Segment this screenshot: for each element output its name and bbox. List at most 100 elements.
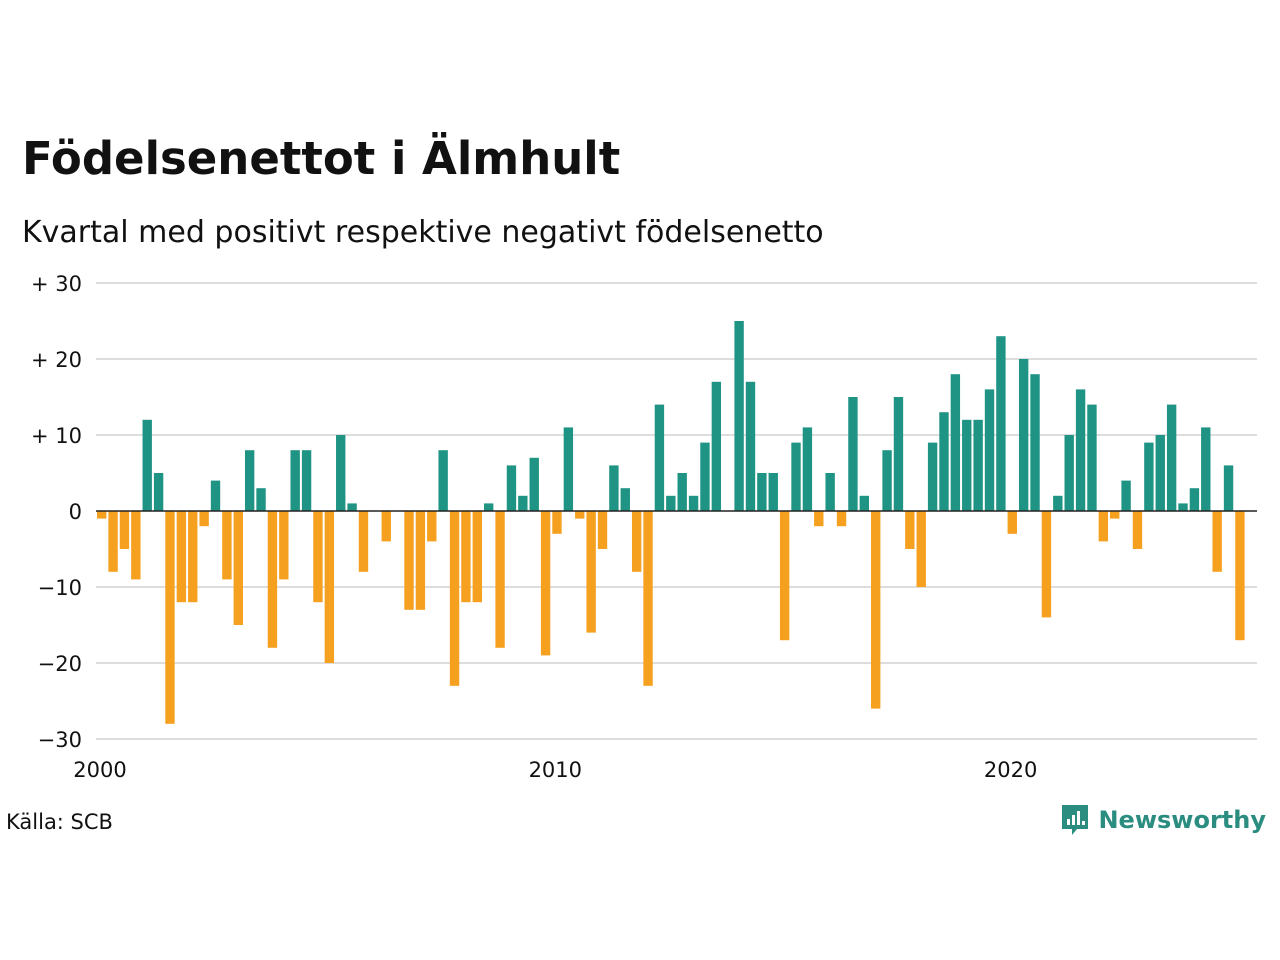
bar: 2007 K3: 8: [438, 450, 448, 511]
bar: 2024 K2: 11: [1201, 427, 1211, 511]
source-note: Källa: SCB: [6, 810, 113, 834]
bar: 2005 K3: 1: [347, 503, 357, 511]
bar: 2009 K1: 6: [506, 465, 517, 511]
bar: 2004 K2: 8: [290, 450, 300, 511]
bar: 2005 K1: -20: [324, 511, 335, 663]
bar: 2012 K3: 2: [666, 495, 676, 511]
newsworthy-logo-text: Newsworthy: [1098, 806, 1266, 834]
x-tick-label: 2000: [73, 758, 126, 782]
bar: 2016 K2: -2: [836, 511, 847, 527]
bar: 2008 K2: -12: [472, 511, 482, 603]
bar: 2023 K4: 1: [1178, 503, 1188, 511]
bar: 2004 K4: -12: [313, 511, 323, 603]
bar: 2019 K3: 16: [984, 389, 995, 511]
gridlines: [96, 282, 1257, 740]
bar: 2010 K2: 11: [563, 427, 574, 511]
bar: 2000 K3: -5: [119, 511, 130, 549]
bar: 2017 K3: 15: [893, 397, 904, 511]
bar: 2022 K2: -1: [1110, 511, 1120, 519]
bar: 2003 K2: 8: [244, 450, 255, 511]
bar: 2019 K2: 12: [973, 419, 983, 511]
newsworthy-logo-icon: [1062, 805, 1089, 835]
y-tick-label: −10: [38, 576, 82, 600]
bar: 2006 K2: -4: [381, 511, 391, 542]
bar: 2021 K4: 14: [1087, 404, 1097, 511]
bar: 2025 K1: -17: [1235, 511, 1245, 641]
bar: 2017 K1: -26: [871, 511, 881, 709]
bar: 2017 K2: 8: [882, 450, 892, 511]
bar: 2019 K4: 23: [996, 336, 1006, 511]
bar: 2000 K2: -8: [108, 511, 118, 572]
bar: 2007 K2: -4: [427, 511, 437, 542]
bar: 2002 K3: 4: [210, 480, 221, 511]
bar: 2021 K2: 10: [1064, 435, 1074, 511]
bar: 2012 K2: 14: [654, 404, 665, 511]
bar: 2002 K2: -2: [199, 511, 209, 527]
bar: 2010 K4: -16: [586, 511, 596, 633]
y-tick-label: −30: [38, 728, 82, 752]
bar: 2023 K1: 9: [1144, 442, 1154, 511]
y-tick-label: −20: [38, 652, 82, 676]
bar: 2012 K1: -23: [643, 511, 653, 686]
bar: 2020 K4: -14: [1041, 511, 1052, 618]
bar: 2023 K3: 14: [1166, 404, 1177, 511]
bar: 2014 K3: 5: [757, 473, 767, 511]
bar: 2023 K2: 10: [1155, 435, 1165, 511]
bar: 2000 K1: -1: [97, 511, 107, 519]
bar: 2013 K3: 17: [711, 381, 722, 511]
bar: 2022 K4: -5: [1132, 511, 1143, 549]
bar: 2020 K2: 20: [1018, 359, 1029, 511]
bar: 2021 K3: 16: [1075, 389, 1086, 511]
bar: 2008 K1: -12: [461, 511, 471, 603]
y-tick-label: + 20: [31, 348, 82, 372]
bar: 2009 K2: 2: [518, 495, 528, 511]
bars: 2000 K1: -12000 K2: -82000 K3: -52000 K4…: [97, 321, 1245, 724]
bar: 2006 K4: -13: [404, 511, 414, 610]
bar: 2018 K3: 13: [939, 412, 949, 511]
bar: 2003 K4: -18: [267, 511, 278, 648]
bar: 2022 K3: 4: [1121, 480, 1131, 511]
bar: 2003 K1: -15: [233, 511, 243, 625]
bar: 2020 K3: 18: [1030, 374, 1040, 511]
bar: 2018 K4: 18: [950, 374, 961, 511]
bar: 2002 K4: -9: [222, 511, 232, 580]
bar: 2010 K1: -3: [552, 511, 562, 534]
bar: 2002 K1: -12: [188, 511, 198, 603]
bar: 2016 K3: 15: [848, 397, 858, 511]
bar: 2001 K4: -12: [176, 511, 187, 603]
bar: 2014 K2: 17: [745, 381, 756, 511]
bar: 2001 K2: 5: [153, 473, 164, 511]
y-axis-tick-labels: + 30 + 20 + 10 0 −10 −20 −30: [31, 272, 82, 752]
bar: 2007 K1: -13: [415, 511, 426, 610]
bar: 2007 K4: -23: [449, 511, 460, 686]
bar: 2016 K4: 2: [859, 495, 869, 511]
bar: 2003 K3: 3: [256, 488, 266, 511]
bar: 2017 K4: -5: [905, 511, 915, 549]
x-tick-label: 2020: [984, 758, 1037, 782]
bar: 2012 K4: 5: [677, 473, 687, 511]
bar: 2020 K1: -3: [1007, 511, 1017, 534]
bar: 2024 K4: 6: [1223, 465, 1234, 511]
bar: 2015 K3: 11: [802, 427, 813, 511]
bar: 2008 K4: -18: [495, 511, 505, 648]
bar: 2009 K3: 7: [529, 457, 539, 511]
bar: 2015 K1: -17: [779, 511, 790, 641]
bar: 2009 K4: -19: [540, 511, 551, 656]
chart-subtitle: Kvartal med positivt respektive negativt…: [22, 215, 824, 250]
bar: 2011 K2: 6: [609, 465, 619, 511]
bar: 2015 K4: -2: [814, 511, 824, 527]
bar: 2024 K1: 3: [1189, 488, 1200, 511]
x-axis-tick-labels: 2000 2010 2020: [73, 758, 1037, 782]
bar: 2008 K3: 1: [484, 503, 494, 511]
bar: 2015 K2: 9: [791, 442, 801, 511]
y-tick-label: + 10: [31, 424, 82, 448]
bar: 2010 K3: -1: [575, 511, 585, 519]
bar: 2013 K1: 2: [688, 495, 699, 511]
bar: 2011 K4: -8: [631, 511, 642, 572]
bar: 2001 K3: -28: [165, 511, 175, 724]
bar: 2022 K1: -4: [1098, 511, 1109, 542]
y-tick-label: + 30: [31, 272, 82, 296]
y-tick-label: 0: [69, 500, 82, 524]
newsworthy-logo[interactable]: Newsworthy: [1060, 803, 1266, 837]
